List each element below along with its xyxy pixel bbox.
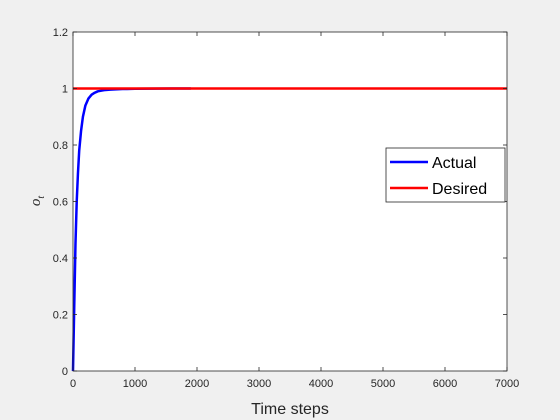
legend-box xyxy=(385,147,506,203)
x-tick-label: 7000 xyxy=(495,378,519,390)
y-tick-label: 0.6 xyxy=(53,197,68,209)
y-axis-label-subscript: t xyxy=(36,196,47,199)
x-tick-label: 2000 xyxy=(185,378,209,390)
y-tick-label: 1 xyxy=(62,84,68,96)
x-tick-label: 1000 xyxy=(123,378,147,390)
x-tick-label: 3000 xyxy=(247,378,271,390)
x-tick-label: 6000 xyxy=(433,378,457,390)
y-tick-label: 0.8 xyxy=(53,140,68,152)
y-axis-label: ot xyxy=(28,196,47,207)
y-axis-label-main: o xyxy=(28,198,44,206)
y-tick-label: 0.4 xyxy=(53,253,68,265)
x-tick-label: 4000 xyxy=(309,378,333,390)
y-tick-label: 0 xyxy=(62,366,68,378)
y-tick-label: 1.2 xyxy=(53,27,68,39)
x-axis-label: Time steps xyxy=(251,401,329,418)
legend-label-actual: Actual xyxy=(432,155,476,172)
x-tick-label: 0 xyxy=(70,378,76,390)
legend-label-desired: Desired xyxy=(432,181,487,198)
x-tick-label: 5000 xyxy=(371,378,395,390)
y-tick-label: 0.2 xyxy=(53,310,68,322)
